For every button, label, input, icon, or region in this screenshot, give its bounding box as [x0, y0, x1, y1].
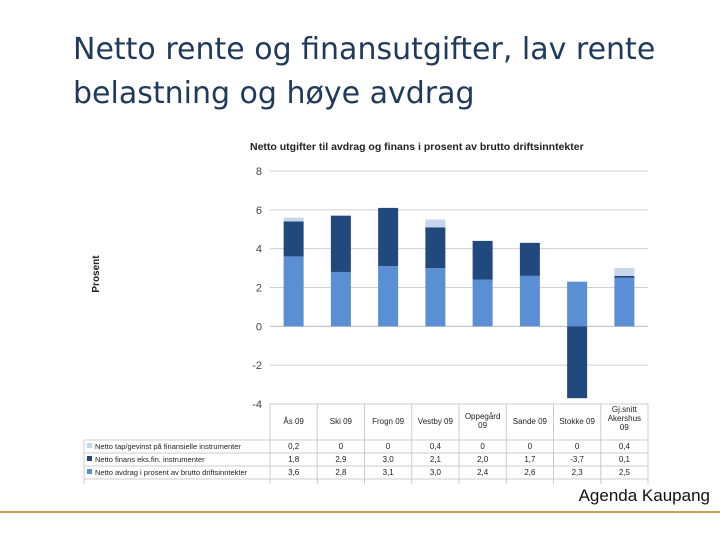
- x-tick-label: Ski 09: [330, 417, 353, 426]
- bar-segment: [425, 268, 446, 327]
- table-value: 1,7: [524, 455, 536, 464]
- table-value: 0,4: [619, 442, 631, 451]
- y-tick-label: 8: [256, 166, 262, 178]
- bar-segment: [472, 240, 493, 280]
- bar-segment: [519, 242, 540, 276]
- table-value: 0,4: [430, 442, 442, 451]
- bar-segment: [614, 275, 635, 278]
- table-value: 2,4: [477, 468, 489, 477]
- y-tick-label: 6: [256, 205, 262, 217]
- footer-label: Agenda Kaupang: [578, 486, 710, 505]
- table-value: 3,0: [383, 455, 395, 464]
- legend-entry: Netto tap/gevinst på finansielle instrum…: [95, 442, 241, 451]
- y-tick-label: 4: [256, 244, 262, 256]
- table-value: 0: [386, 442, 391, 451]
- table-value: 0,2: [288, 442, 300, 451]
- y-tick-label: 0: [256, 321, 262, 333]
- table-value: 2,8: [335, 468, 347, 477]
- x-tick-label: Vestby 09: [418, 417, 454, 426]
- legend-swatch: [87, 443, 92, 448]
- table-value: 0: [339, 442, 344, 451]
- table-value: 2,6: [524, 468, 536, 477]
- table-value: 2,9: [335, 455, 347, 464]
- bar-segment: [330, 271, 351, 327]
- table-value: 0: [575, 442, 580, 451]
- bar-segment: [330, 215, 351, 272]
- legend-entry: Netto finans eks.fin. instrumenter: [95, 455, 205, 464]
- table-value: 0: [480, 442, 485, 451]
- bars: [283, 207, 635, 399]
- bar-segment: [283, 256, 304, 327]
- x-tick-label: Oppegård 09: [465, 412, 501, 430]
- legend-swatch: [87, 456, 92, 461]
- table-value: 3,6: [288, 468, 300, 477]
- table-value: 3,0: [430, 468, 442, 477]
- bar-segment: [614, 277, 635, 327]
- table-value: 0,1: [619, 455, 631, 464]
- bar-segment: [378, 266, 399, 327]
- table-value: 1,8: [288, 455, 300, 464]
- x-tick-label: Sande 09: [513, 417, 548, 426]
- bar-segment: [519, 275, 540, 327]
- y-tick-label: 2: [256, 283, 262, 295]
- legend-swatch: [87, 469, 92, 474]
- slide-title: Netto rente og finansutgifter, lav rente…: [73, 32, 656, 111]
- table-value: 2,1: [430, 455, 442, 464]
- x-tick-label: Gj.snitt Akershus 09: [608, 405, 641, 432]
- table-value: -3,7: [570, 455, 584, 464]
- bar-segment: [425, 227, 446, 269]
- bar-segment: [283, 221, 304, 257]
- y-axis-label: Prosent: [91, 255, 102, 293]
- bar-segment: [567, 326, 588, 399]
- y-tick-label: -4: [252, 399, 262, 411]
- x-tick-label: Stokke 09: [559, 417, 595, 426]
- bar-segment: [567, 281, 588, 327]
- table-value: 2,3: [572, 468, 584, 477]
- x-tick-label: Frogn 09: [372, 417, 405, 426]
- bar-segment: [378, 207, 399, 267]
- table-value: 2,0: [477, 455, 489, 464]
- table-value: 3,1: [383, 468, 395, 477]
- y-tick-label: -2: [252, 360, 262, 372]
- chart-title: Netto utgifter til avdrag og finans i pr…: [250, 141, 584, 153]
- legend-entry: Netto avdrag i prosent av brutto driftsi…: [95, 468, 248, 477]
- bar-segment: [472, 279, 493, 327]
- grid: 8 6 4 2 0 -2 -4: [252, 166, 648, 411]
- table-value: 2,5: [619, 468, 631, 477]
- bar-segment: [425, 219, 446, 228]
- x-axis-labels: Ås 09 Ski 09 Frogn 09 Vestby 09 Oppegård 09 Sa…: [283, 405, 641, 432]
- bar-segment: [614, 268, 635, 276]
- data-table: Netto tap/gevinst på finansielle instrum…: [83, 403, 649, 484]
- table-value: 0: [528, 442, 533, 451]
- footer-divider: [0, 511, 720, 513]
- bar-segment: [283, 217, 304, 222]
- x-tick-label: Ås 09: [283, 417, 304, 426]
